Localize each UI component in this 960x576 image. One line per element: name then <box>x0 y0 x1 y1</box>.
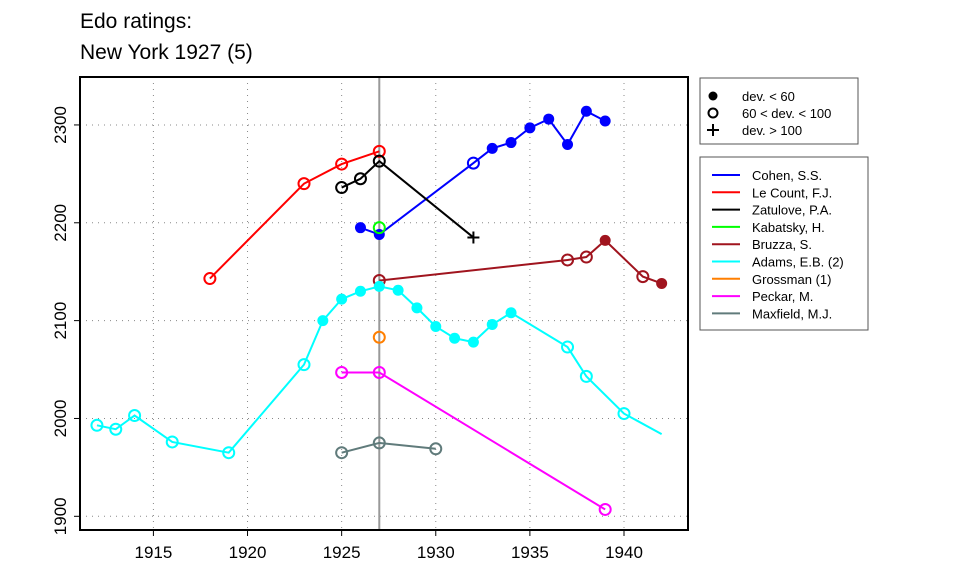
x-tick-label: 1920 <box>229 543 267 562</box>
marker-open <box>561 340 575 354</box>
series-bruzza-s- <box>372 234 668 289</box>
marker-open <box>297 358 311 372</box>
marker-filled <box>354 285 366 297</box>
legend-label: Peckar, M. <box>752 289 813 304</box>
marker-filled <box>373 280 385 292</box>
marker-filled <box>392 284 404 296</box>
marker-cross <box>707 124 719 136</box>
marker-open <box>372 144 386 158</box>
marker-filled <box>524 122 536 134</box>
marker-filled <box>317 315 329 327</box>
series-line <box>341 441 436 454</box>
marker-filled <box>656 277 668 289</box>
legend-label: Kabatsky, H. <box>752 220 825 235</box>
marker-filled <box>411 302 423 314</box>
legend-label: Le Count, F.J. <box>752 185 832 200</box>
marker-open <box>372 154 386 168</box>
series-le-count-f-j- <box>203 144 386 286</box>
series-maxfield-m-j- <box>335 436 443 460</box>
y-tick-label: 2300 <box>51 106 70 144</box>
series-line <box>341 159 475 239</box>
marker-open <box>429 442 443 456</box>
legend-label: 60 < dev. < 100 <box>742 106 831 121</box>
marker-open <box>109 422 123 436</box>
marker-filled <box>543 113 555 125</box>
legend-label: dev. < 60 <box>742 89 795 104</box>
series-line <box>379 239 662 285</box>
legend-label: Cohen, S.S. <box>752 168 822 183</box>
marker-open <box>335 157 349 171</box>
x-tick-label: 1925 <box>323 543 361 562</box>
legend-label: Maxfield, M.J. <box>752 306 832 321</box>
marker-open <box>372 221 386 235</box>
marker-open <box>579 250 593 264</box>
y-tick-label: 2000 <box>51 400 70 438</box>
marker-open <box>372 365 386 379</box>
marker-filled <box>336 293 348 305</box>
marker-open <box>372 330 386 344</box>
marker-open <box>561 253 575 267</box>
marker-filled <box>599 115 611 127</box>
marker-filled <box>486 319 498 331</box>
marker-filled <box>505 307 517 319</box>
marker-open <box>165 435 179 449</box>
y-tick-label: 2100 <box>51 302 70 340</box>
legend-label: Bruzza, S. <box>752 237 812 252</box>
marker-filled <box>599 234 611 246</box>
series-line <box>360 109 606 236</box>
legend-label: Adams, E.B. (2) <box>752 255 844 270</box>
marker-open <box>372 436 386 450</box>
x-tick-label: 1915 <box>134 543 172 562</box>
marker-filled <box>580 105 592 117</box>
marker-open <box>203 272 217 286</box>
chart-title-line1: Edo ratings: <box>80 10 193 33</box>
marker-open <box>90 418 104 432</box>
marker-cross <box>467 231 480 244</box>
y-tick-label: 2200 <box>51 204 70 242</box>
series-grossman-1- <box>372 330 386 344</box>
marker-open <box>617 407 631 421</box>
marker-open <box>598 502 612 516</box>
plot-frame <box>79 76 689 531</box>
marker-open <box>335 181 349 195</box>
series-adams-e-b-2- <box>90 280 663 460</box>
marker-open <box>335 446 349 460</box>
x-tick-label: 1935 <box>511 543 549 562</box>
marker-open <box>636 270 650 284</box>
marker-open <box>579 369 593 383</box>
marker-open <box>353 172 367 186</box>
series-zatulove-p-a- <box>335 154 480 244</box>
marker-legend: dev. < 60 60 < dev. < 100 dev. > 100 <box>699 77 859 145</box>
marker-open <box>128 409 142 423</box>
marker-open <box>707 107 719 119</box>
series-legend: Cohen, S.S. Le Count, F.J. Zatulove, P.A. K… <box>699 156 869 331</box>
legend-label: dev. > 100 <box>742 123 802 138</box>
marker-filled <box>708 91 718 101</box>
x-tick-label: 1940 <box>605 543 643 562</box>
marker-filled <box>354 222 366 234</box>
series-kabatsky-h- <box>372 221 386 235</box>
marker-filled <box>486 142 498 154</box>
series-line <box>341 371 606 511</box>
legend-label: Zatulove, P.A. <box>752 203 832 218</box>
legend-box <box>699 77 859 145</box>
legend-label: Grossman (1) <box>752 272 831 287</box>
series-line <box>209 150 380 280</box>
marker-filled <box>505 137 517 149</box>
marker-open <box>466 156 480 170</box>
marker-filled <box>430 320 442 332</box>
marker-filled <box>562 139 574 151</box>
chart-title-line2: New York 1927 (5) <box>80 41 253 64</box>
y-tick-label: 1900 <box>51 497 70 535</box>
marker-open <box>297 177 311 191</box>
marker-filled <box>467 336 479 348</box>
marker-open <box>222 446 236 460</box>
x-tick-label: 1930 <box>417 543 455 562</box>
marker-open <box>335 365 349 379</box>
series-peckar-m- <box>335 365 612 516</box>
marker-filled <box>449 332 461 344</box>
